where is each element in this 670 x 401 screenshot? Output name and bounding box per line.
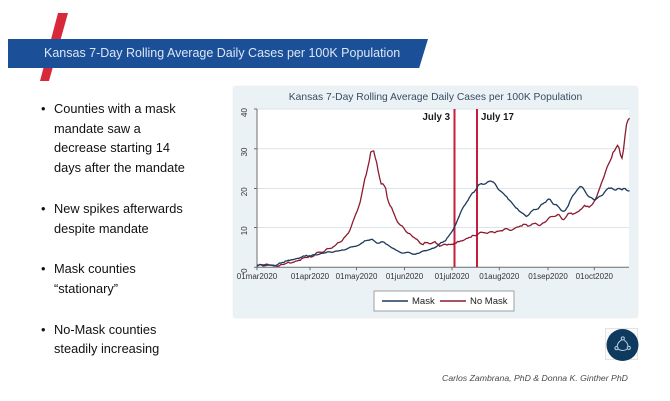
svg-text:No Mask: No Mask bbox=[470, 296, 508, 307]
svg-text:01may2020: 01may2020 bbox=[336, 272, 378, 281]
svg-text:01apr2020: 01apr2020 bbox=[291, 272, 330, 281]
svg-text:01mar2020: 01mar2020 bbox=[237, 272, 278, 281]
svg-text:July 17: July 17 bbox=[481, 112, 514, 123]
svg-text:10: 10 bbox=[240, 226, 249, 235]
svg-text:Mask: Mask bbox=[412, 296, 435, 307]
svg-text:July 3: July 3 bbox=[423, 112, 451, 123]
svg-text:01jun2020: 01jun2020 bbox=[386, 272, 424, 281]
svg-text:01jul2020: 01jul2020 bbox=[435, 272, 470, 281]
svg-text:20: 20 bbox=[240, 187, 249, 196]
svg-text:01aug2020: 01aug2020 bbox=[479, 272, 520, 281]
svg-text:40: 40 bbox=[240, 108, 249, 117]
svg-text:30: 30 bbox=[240, 147, 249, 156]
svg-text:01sep2020: 01sep2020 bbox=[528, 272, 568, 281]
svg-text:01oct2020: 01oct2020 bbox=[576, 272, 614, 281]
